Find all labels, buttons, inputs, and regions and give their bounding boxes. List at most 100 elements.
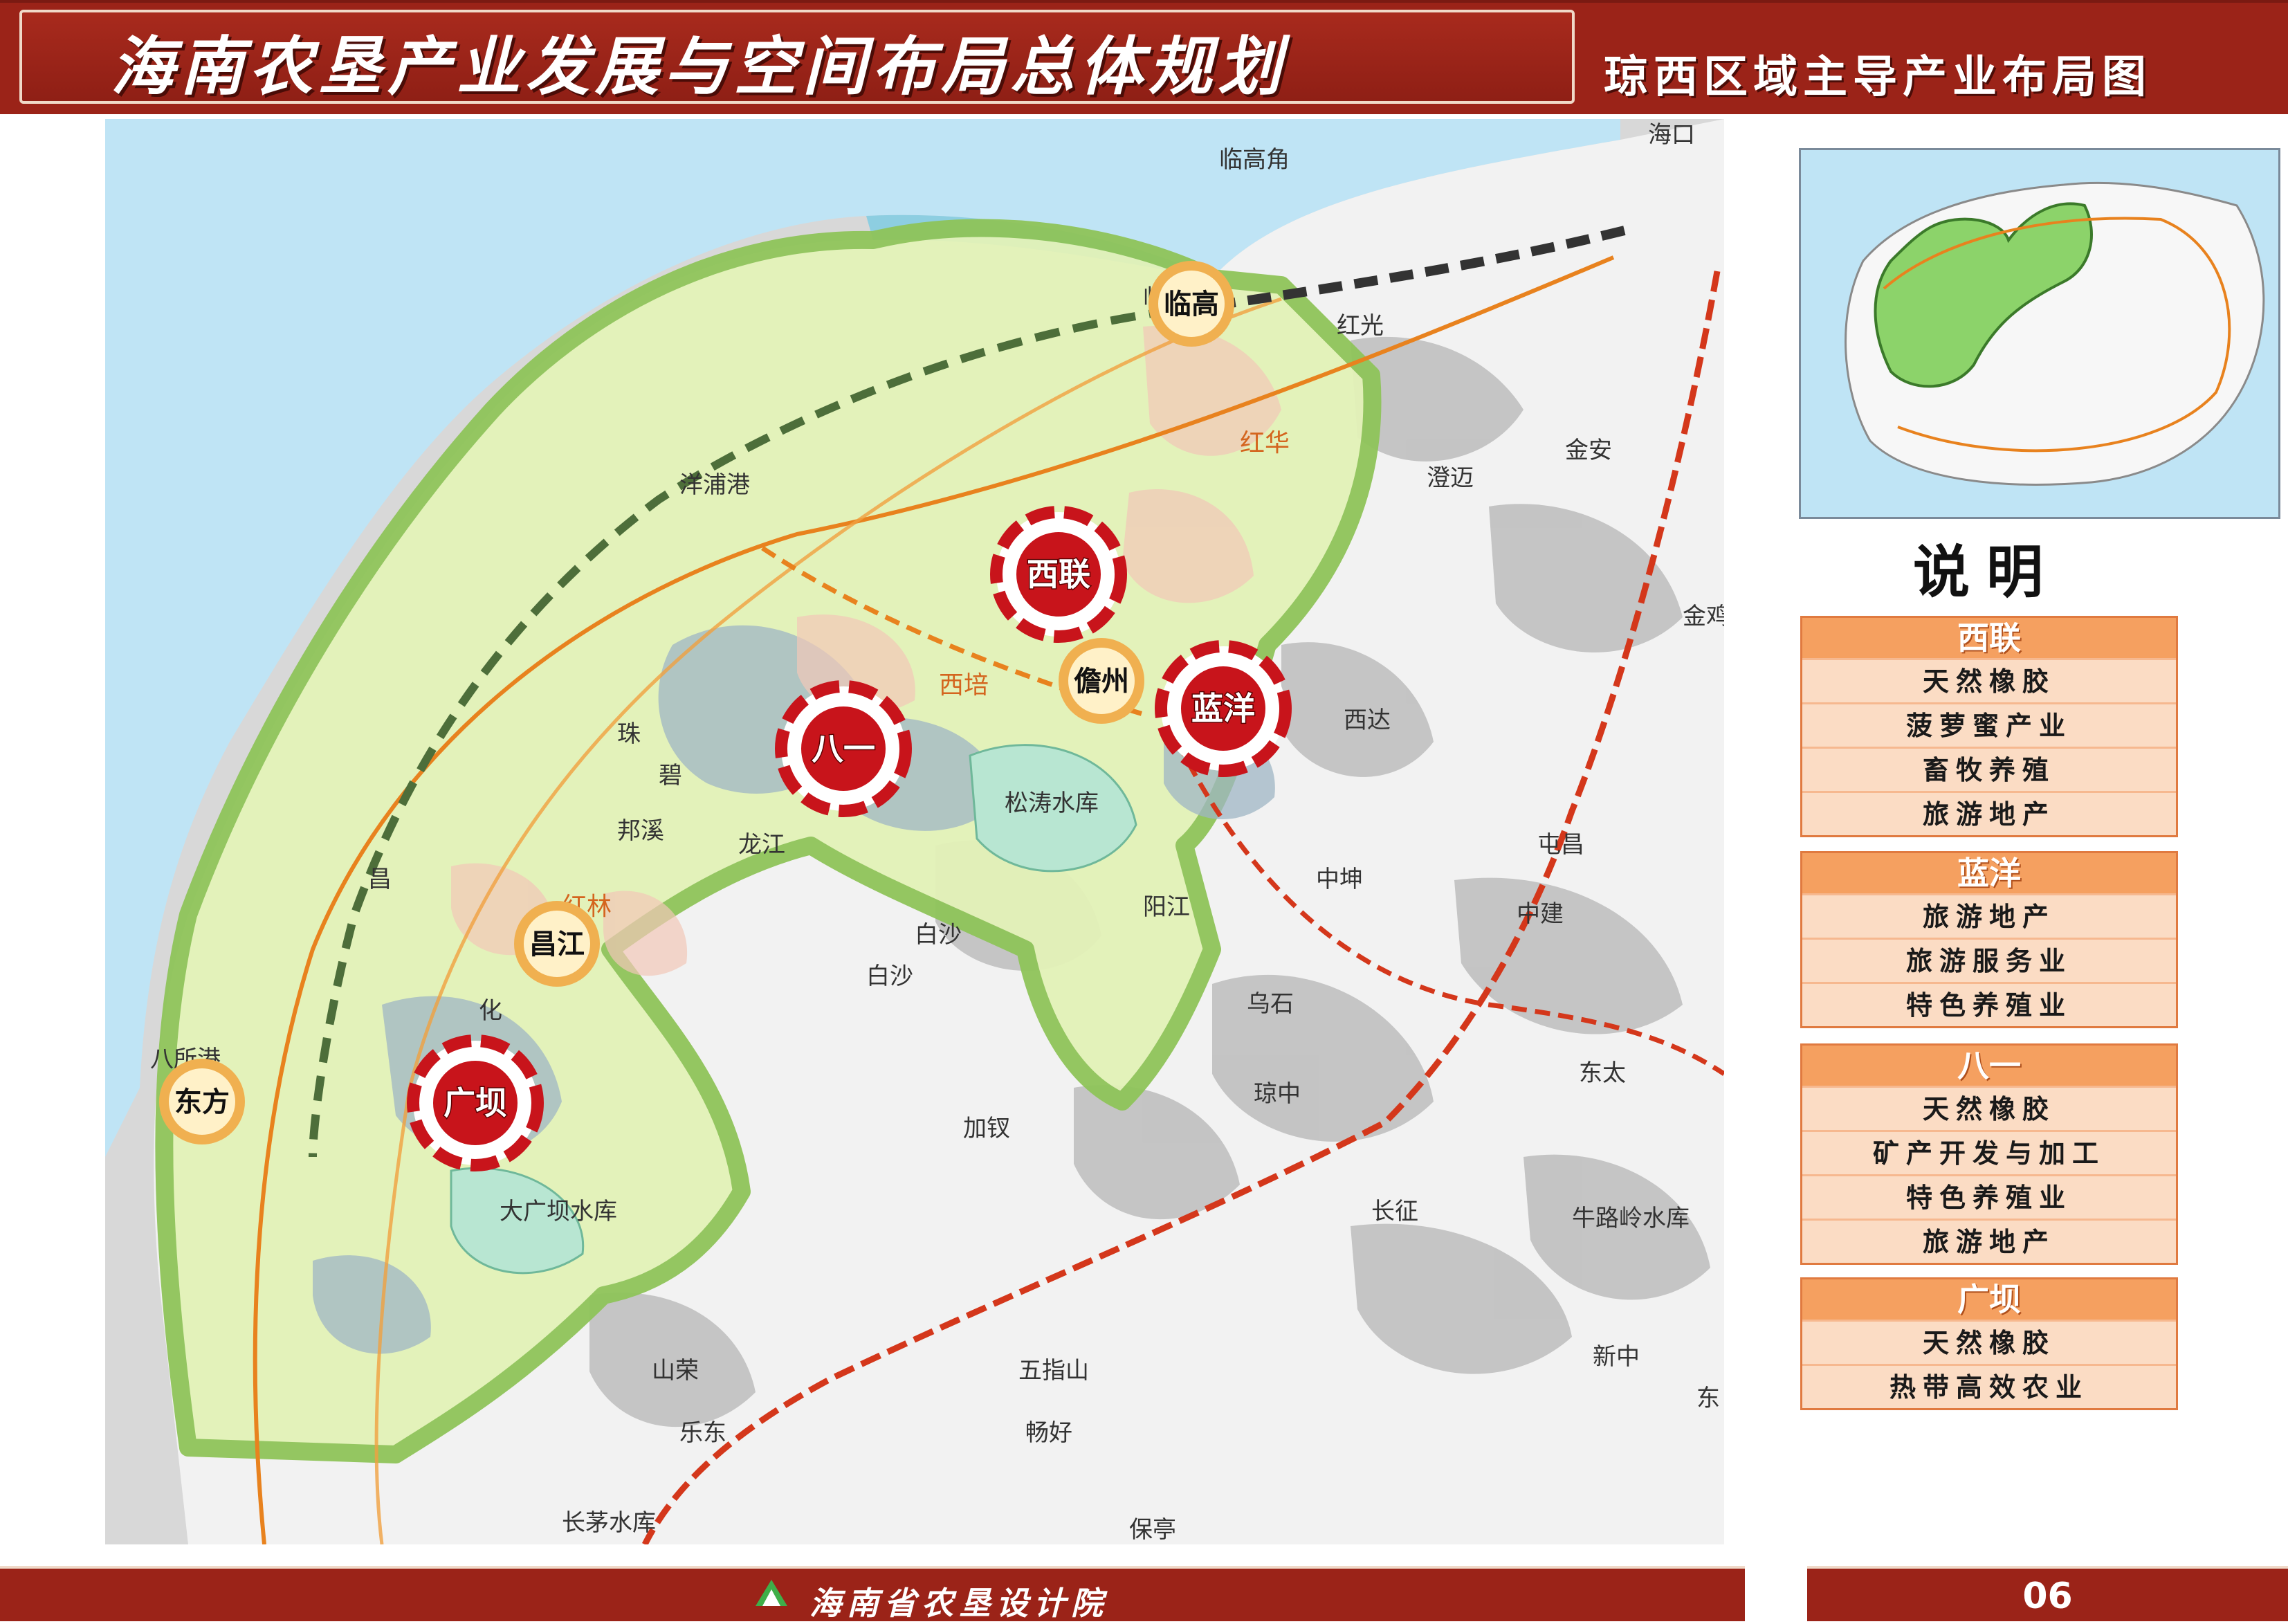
label-bangxi: 邦溪 (617, 817, 664, 845)
label-longjiang: 龙江 (738, 831, 785, 859)
planned-railway (309, 302, 1213, 1158)
hub-xilian[interactable]: 西联 (990, 506, 1127, 643)
central-expressway (641, 271, 1721, 1544)
label-baisha-town: 白沙 (915, 921, 962, 949)
label-haikou: 海口 (1648, 121, 1695, 149)
label-jinan: 金安 (1565, 437, 1612, 464)
node-lingao[interactable]: 临高 (1148, 261, 1234, 347)
hub-lanyang[interactable]: 蓝洋 (1155, 640, 1292, 777)
legend-group-lanyang: 蓝洋 旅游地产 旅游服务业 特色养殖业 (1800, 851, 2178, 1028)
label-zhongjian: 中建 (1517, 900, 1564, 928)
page-number: 06 (2022, 1576, 2073, 1617)
label-dongtai: 东太 (1579, 1059, 1626, 1087)
legend-title: 说明 (1913, 539, 2060, 605)
hub-guangba-label: 广坝 (443, 1084, 507, 1122)
inset-road-ring (1883, 217, 2231, 453)
label-bi: 碧 (659, 762, 682, 790)
legend-head-lanyang: 蓝洋 (1802, 853, 2176, 893)
label-zhongkun: 中坤 (1316, 866, 1363, 893)
label-yangpu: 洋浦港 (679, 471, 750, 499)
land-use-pink (451, 325, 1281, 976)
label-dong: 东 (1696, 1385, 1720, 1412)
inset-locator-map (1799, 148, 2280, 519)
label-xipei: 西培 (939, 671, 989, 700)
legend-item: 热带高效农业 (1802, 1364, 2176, 1408)
legend-group-bayi: 八一 天然橡胶 矿产开发与加工 特色养殖业 旅游地产 (1800, 1043, 2178, 1265)
label-lingaojiao: 临高角 (1219, 146, 1290, 174)
label-xida: 西达 (1344, 706, 1391, 734)
node-lingao-label: 临高 (1164, 289, 1219, 320)
label-ledong: 乐东 (679, 1419, 726, 1447)
footer-page-bar: 06 (1807, 1566, 2288, 1621)
legend-group-xilian: 西联 天然橡胶 菠萝蜜产业 畜牧养殖 旅游地产 (1800, 616, 2178, 837)
node-dongfang[interactable]: 东方 (159, 1059, 245, 1144)
node-danzhou[interactable]: 儋州 (1059, 638, 1144, 724)
planned-road-b (1175, 740, 1724, 1076)
legend-item: 菠萝蜜产业 (1802, 702, 2176, 747)
legend-head-bayi: 八一 (1802, 1046, 2176, 1086)
label-qiongzhong: 琼中 (1254, 1080, 1301, 1108)
label-niululing: 牛路岭水库 (1572, 1205, 1690, 1232)
legend-item: 矿产开发与加工 (1802, 1130, 2176, 1174)
label-honghua: 红华 (1240, 429, 1290, 457)
node-changjiang-label: 昌江 (529, 929, 585, 960)
legend-item: 天然橡胶 (1802, 658, 2176, 702)
legend-head-xilian: 西联 (1802, 618, 2176, 658)
legend-item: 旅游地产 (1802, 791, 2176, 835)
label-hongguang: 红光 (1337, 312, 1384, 340)
label-xinzhong: 新中 (1593, 1343, 1640, 1371)
legend-item: 天然橡胶 (1802, 1320, 2176, 1364)
label-shanrong: 山荣 (652, 1357, 699, 1385)
hub-bayi-label: 八一 (812, 730, 875, 767)
node-dongfang-label: 东方 (174, 1086, 230, 1118)
inset-canvas (1845, 181, 2265, 486)
institute-logo-icon (756, 1580, 787, 1606)
map-canvas: 海口 临高角 临高 洋浦港 红光 红华 澄迈 金安 金鸡 西培 西达 屯昌 珠 … (105, 119, 1724, 1544)
label-hua: 化 (479, 997, 502, 1025)
terrain-patches (589, 336, 1710, 1427)
label-jinji: 金鸡 (1683, 603, 1724, 630)
legend-item: 旅游服务业 (1802, 938, 2176, 982)
daguangba-reservoir (450, 1167, 585, 1275)
label-zhu: 珠 (617, 720, 641, 748)
legend-item: 特色养殖业 (1802, 1174, 2176, 1219)
legend-item: 旅游地产 (1802, 893, 2176, 938)
legend-item: 旅游地产 (1802, 1219, 2176, 1263)
label-songtao: 松涛水库 (1005, 790, 1099, 817)
legend-item: 天然橡胶 (1802, 1086, 2176, 1130)
label-chengmai: 澄迈 (1427, 464, 1474, 492)
legend-head-guangba: 广坝 (1802, 1279, 2176, 1320)
legend-item: 特色养殖业 (1802, 982, 2176, 1026)
label-wushi: 乌石 (1247, 990, 1294, 1018)
legend-group-guangba: 广坝 天然橡胶 热带高效农业 (1800, 1277, 2178, 1410)
label-changzheng: 长征 (1371, 1198, 1418, 1225)
hub-lanyang-label: 蓝洋 (1191, 690, 1255, 727)
songtao-reservoir (969, 744, 1137, 873)
label-daguangba: 大广坝水库 (500, 1198, 617, 1225)
hub-bayi[interactable]: 八一 (775, 680, 912, 817)
label-wuzhishan: 五指山 (1018, 1357, 1089, 1385)
hub-guangba[interactable]: 广坝 (407, 1034, 544, 1171)
label-changhao: 畅好 (1025, 1419, 1072, 1447)
label-yangjiang: 阳江 (1143, 893, 1190, 921)
header-banner: 海南农垦产业发展与空间布局总体规划 琼西区域主导产业布局图 (0, 0, 2288, 118)
label-baisha: 白沙 (866, 962, 913, 990)
page-title: 海南农垦产业发展与空间布局总体规划 (111, 29, 1288, 104)
label-baoting: 保亭 (1129, 1516, 1176, 1544)
footer-bar: 海南省农垦设计院 (0, 1566, 1745, 1622)
highway-east (1211, 225, 1629, 311)
regional-map: 海口 临高角 临高 洋浦港 红光 红华 澄迈 金安 金鸡 西培 西达 屯昌 珠 … (105, 119, 1724, 1544)
map-subtitle: 琼西区域主导产业布局图 (1604, 51, 2152, 103)
label-changjiang-small: 昌 (368, 866, 392, 893)
expressway-inner (374, 297, 1282, 1544)
hub-xilian-label: 西联 (1027, 556, 1090, 593)
expressway-west (253, 255, 1615, 1544)
node-danzhou-label: 儋州 (1074, 666, 1129, 697)
title-frame (19, 10, 1575, 104)
legend-item: 畜牧养殖 (1802, 747, 2176, 791)
label-tunchang: 屯昌 (1537, 831, 1584, 859)
footer-organization: 海南省农垦设计院 (809, 1585, 1108, 1622)
node-changjiang[interactable]: 昌江 (514, 901, 600, 987)
label-changmao: 长茅水库 (562, 1509, 656, 1537)
label-jiacha: 加钗 (963, 1115, 1010, 1142)
